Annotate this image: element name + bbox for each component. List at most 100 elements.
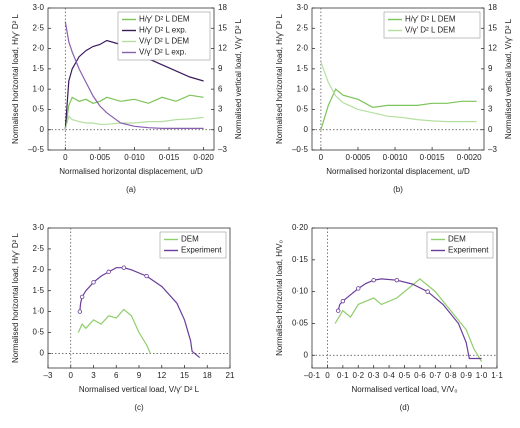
x-tick-label: 15 (180, 371, 189, 380)
y2-tick-label: –3 (488, 145, 497, 154)
point-marker (340, 298, 346, 304)
x-tick-label: 0·9 (460, 371, 472, 380)
y2-tick-label: 18 (218, 3, 227, 12)
legend-label: H/γ′ D² L DEM (405, 15, 456, 24)
y2-tick-label: 12 (488, 44, 497, 53)
y2-axis-title: Normalised vertical load, V/γ′ D² L (504, 18, 513, 139)
y2-tick-label: 9 (218, 64, 223, 73)
x-axis-title: Normalised vertical load, V/V₀ (351, 385, 457, 394)
y2-tick-label: 0 (218, 125, 223, 134)
x-tick-label: 0·2 (352, 371, 364, 380)
series-line (77, 308, 151, 354)
series-line (334, 278, 483, 362)
caption: (c) (134, 403, 144, 412)
y-tick-label: 0·15 (292, 255, 309, 264)
y2-axis-title: Normalised vertical load, V/γ′ D² L (234, 18, 243, 139)
point-marker (91, 280, 96, 285)
x-tick-label: 0 (319, 153, 324, 162)
x-tick-label: 0·015 (159, 153, 180, 162)
y-tick-label: –0·5 (28, 145, 45, 154)
x-tick-label: 0 (63, 153, 68, 162)
y2-tick-label: 6 (488, 84, 493, 93)
y2-tick-label: 3 (488, 105, 493, 114)
y2-tick-label: 15 (218, 23, 227, 32)
y-tick-label: 2·5 (32, 244, 44, 253)
legend-box (383, 11, 481, 39)
x-tick-label: 3 (91, 371, 96, 380)
x-tick-label: 1·0 (476, 371, 488, 380)
legend-label: V/γ′ D² L DEM (405, 26, 455, 35)
x-tick-label: 0·020 (193, 153, 214, 162)
y2-tick-label: 0 (488, 125, 493, 134)
y2-tick-label: 6 (218, 84, 223, 93)
x-tick-label: 0·0015 (420, 153, 445, 162)
x-axis-title: Normalised vertical load, V/γ′ D² L (79, 385, 200, 394)
y-tick-label: 2·0 (32, 265, 44, 274)
legend-label: V/γ′ D² L DEM (139, 37, 189, 46)
point-marker (144, 273, 149, 279)
legend-label: DEM (181, 235, 199, 244)
y-tick-label: 1·5 (296, 64, 308, 73)
legend-label: DEM (448, 235, 466, 244)
x-tick-label: 6 (114, 371, 119, 380)
series-line (337, 278, 482, 360)
legend-label: H/γ′ D² L exp. (139, 26, 187, 35)
x-tick-label: 0·7 (430, 371, 442, 380)
x-tick-label: 0·6 (414, 371, 426, 380)
x-tick-label: 0·0020 (457, 153, 482, 162)
y-tick-label: –0·5 (292, 145, 309, 154)
y2-tick-label: 18 (488, 3, 497, 12)
x-tick-label: –0·1 (304, 371, 321, 380)
caption: (a) (126, 185, 136, 194)
series-line (64, 39, 204, 130)
y-axis-title: Normalised horizontal load, H/γ′ D² L (11, 232, 20, 363)
y-tick-label: 0·5 (296, 105, 308, 114)
x-tick-label: 18 (203, 371, 212, 380)
x-tick-label: 0·0010 (383, 153, 408, 162)
y-tick-label: 2·0 (32, 44, 44, 53)
y-tick-label: 0 (304, 125, 309, 134)
point-marker (394, 277, 399, 283)
point-marker (121, 265, 127, 270)
x-tick-label: 0·010 (124, 153, 145, 162)
legend-box (159, 231, 227, 259)
y-tick-label: 2·0 (296, 44, 308, 53)
x-tick-label: 0·1 (337, 371, 349, 380)
series-line (79, 267, 201, 359)
y-tick-label: 2·5 (296, 23, 308, 32)
y-tick-label: 0·5 (32, 105, 44, 114)
x-tick-label: 0·5 (399, 371, 411, 380)
y-axis-title: Normalised horizontal load, H/γ′ D² L (11, 13, 20, 144)
y-tick-label: 1·5 (32, 286, 44, 295)
legend-label: Experiment (181, 246, 222, 255)
y-tick-label: 0·5 (32, 328, 44, 337)
legend-label: V/γ′ D² L exp. (139, 48, 186, 57)
x-axis-title: Normalised horizontal displacement, u/D (59, 167, 203, 176)
series-line (64, 115, 204, 130)
plot-frame (47, 7, 215, 151)
x-tick-label: 1·1 (491, 371, 503, 380)
x-tick-label: 12 (157, 371, 166, 380)
y2-tick-label: 9 (488, 64, 493, 73)
series-line (64, 94, 204, 130)
x-tick-label: 0·005 (90, 153, 111, 162)
legend-label: H/γ′ D² L DEM (139, 15, 190, 24)
caption: (b) (393, 185, 403, 194)
point-marker (356, 286, 361, 291)
series-line (320, 88, 477, 130)
y-tick-label: 3·0 (32, 223, 44, 232)
legend-box (426, 231, 494, 259)
x-tick-label: 0·3 (368, 371, 380, 380)
y-tick-label: 0·20 (292, 223, 309, 232)
point-marker (425, 289, 430, 294)
y2-tick-label: 15 (488, 23, 497, 32)
legend-label: Experiment (448, 246, 489, 255)
y-tick-label: 1·0 (296, 84, 308, 93)
point-marker (371, 277, 376, 283)
y-tick-label: 1·0 (32, 307, 44, 316)
series-line (64, 21, 204, 129)
point-marker (336, 308, 341, 313)
y-tick-label: 2·5 (32, 23, 44, 32)
y-tick-label: 0·05 (292, 319, 309, 328)
